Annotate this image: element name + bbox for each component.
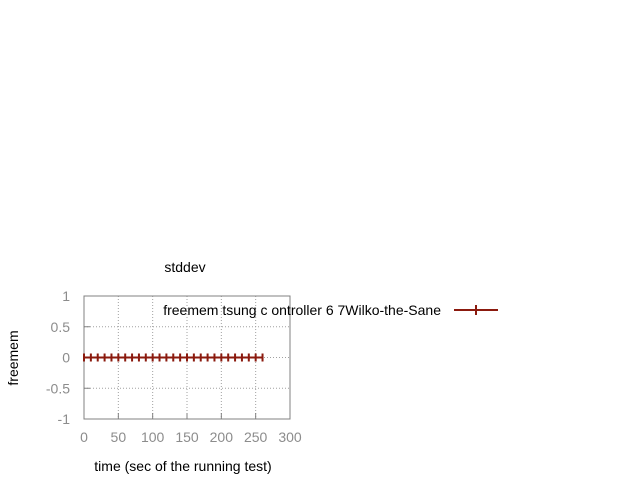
y-tick-label: 0 — [62, 350, 70, 366]
x-tick-label: 150 — [175, 429, 199, 445]
x-ticks: 0 50 100 150 200 250 300 — [80, 413, 302, 445]
y-ticks: 1 0.5 0 -0.5 -1 — [46, 288, 90, 427]
y-tick-label: 1 — [62, 288, 70, 304]
series-layer — [83, 353, 264, 362]
y-tick-label: -1 — [58, 411, 71, 427]
x-tick-label: 0 — [80, 429, 88, 445]
x-tick-label: 250 — [244, 429, 268, 445]
chart-title: stddev — [164, 259, 205, 275]
legend: freemem tsung c ontroller 6 7Wilko-the-S… — [163, 302, 498, 318]
x-tick-label: 200 — [210, 429, 234, 445]
x-tick-label: 100 — [141, 429, 165, 445]
x-axis-label: time (sec of the running test) — [94, 458, 271, 474]
y-axis-label: freemem — [5, 330, 21, 385]
x-tick-label: 50 — [111, 429, 127, 445]
legend-label: freemem tsung c ontroller 6 7Wilko-the-S… — [163, 302, 441, 318]
y-tick-label: -0.5 — [46, 380, 70, 396]
y-tick-label: 0.5 — [51, 319, 71, 335]
x-tick-label: 300 — [278, 429, 302, 445]
